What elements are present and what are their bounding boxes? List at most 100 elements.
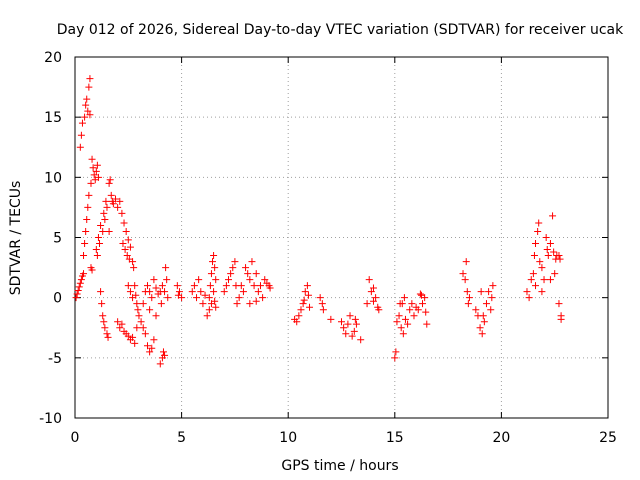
data-point [372, 294, 380, 302]
data-point [212, 303, 220, 311]
data-point [532, 282, 540, 290]
data-point [101, 215, 109, 223]
data-point [351, 315, 359, 323]
data-point [88, 155, 96, 163]
data-point [540, 276, 548, 284]
data-point [327, 315, 335, 323]
data-point [135, 312, 143, 320]
data-point [477, 288, 485, 296]
data-point [106, 176, 114, 184]
data-point [250, 282, 258, 290]
data-point [114, 203, 122, 211]
data-point [139, 300, 147, 308]
data-point [555, 300, 563, 308]
data-point [546, 276, 554, 284]
data-point [404, 320, 412, 328]
data-point [482, 300, 490, 308]
data-point [152, 284, 160, 292]
x-tick-label: 15 [386, 430, 404, 446]
data-point [340, 324, 348, 332]
chart-title: Day 012 of 2026, Sidereal Day-to-day VTE… [57, 22, 624, 38]
y-tick-label: 5 [53, 231, 62, 247]
data-point [544, 252, 552, 260]
data-point [538, 288, 546, 296]
x-tick-label: 5 [177, 430, 186, 446]
x-tick-label: 10 [279, 430, 297, 446]
data-point [543, 246, 551, 254]
data-point [133, 300, 141, 308]
data-point [293, 318, 301, 326]
data-point [103, 203, 111, 211]
data-point [465, 294, 473, 302]
data-point [146, 288, 154, 296]
data-point [316, 294, 324, 302]
data-point [126, 288, 134, 296]
data-point [393, 318, 401, 326]
data-point [161, 288, 169, 296]
data-point [139, 324, 147, 332]
data-point [148, 294, 156, 302]
data-point [80, 270, 88, 278]
data-point [246, 276, 254, 284]
tick-labels: 0 5 10 15 20 25 -10 -5 0 5 10 15 20 [39, 50, 617, 446]
data-point [148, 344, 156, 352]
data-point [123, 252, 131, 260]
data-point [174, 291, 182, 299]
data-point [536, 258, 544, 266]
data-point [242, 264, 250, 272]
data-point [104, 333, 112, 341]
data-point [84, 203, 92, 211]
data-points [72, 75, 565, 368]
data-point [143, 342, 151, 350]
data-point [417, 291, 425, 299]
data-point [350, 327, 358, 335]
data-point [161, 351, 169, 359]
data-point [375, 306, 383, 314]
data-point [119, 240, 127, 248]
data-point [297, 306, 305, 314]
data-point [94, 234, 102, 241]
data-point [395, 312, 403, 320]
data-point [369, 297, 377, 305]
data-point [369, 284, 377, 292]
data-point [73, 290, 81, 298]
data-point [342, 330, 350, 338]
y-tick-label: 0 [53, 291, 62, 307]
data-point [98, 300, 106, 308]
data-point [129, 333, 137, 341]
data-point [478, 330, 486, 338]
data-point [158, 282, 166, 290]
data-point [146, 306, 154, 314]
data-point [410, 312, 418, 320]
y-tick-label: -5 [48, 351, 62, 367]
data-point [546, 240, 554, 248]
data-point [93, 161, 101, 169]
data-point [396, 300, 404, 308]
data-point [318, 300, 326, 308]
data-point [392, 348, 400, 356]
data-point [101, 324, 109, 332]
data-point [237, 282, 245, 290]
data-point [141, 330, 149, 338]
data-point [156, 360, 164, 368]
data-point [261, 276, 269, 284]
data-point [295, 312, 303, 320]
data-point [530, 252, 538, 260]
axis-ticks [74, 56, 609, 419]
data-point [256, 282, 264, 290]
data-point [346, 312, 354, 320]
data-point [422, 308, 430, 316]
data-point [556, 255, 564, 263]
data-point [96, 240, 104, 248]
data-point [300, 296, 308, 304]
data-point [534, 227, 542, 235]
data-point [397, 324, 405, 332]
data-point [92, 167, 100, 175]
data-point [201, 291, 209, 299]
data-point [549, 212, 557, 220]
data-point [239, 288, 247, 296]
data-point [116, 197, 124, 205]
data-point [83, 95, 91, 103]
data-point [124, 332, 132, 340]
data-point [188, 288, 196, 296]
